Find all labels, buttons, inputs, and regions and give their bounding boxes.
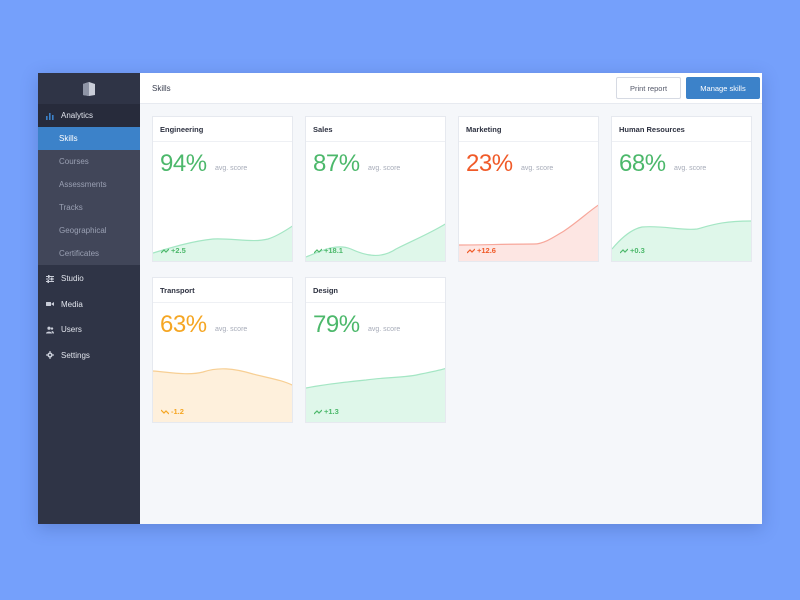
sparkline-chart <box>459 204 598 261</box>
sidebar-item-certificates[interactable]: Certificates <box>59 249 100 258</box>
sparkline-area <box>459 205 598 261</box>
trend-up-icon <box>161 248 169 253</box>
score-delta-value: +1.3 <box>324 407 339 416</box>
sparkline-chart <box>153 368 292 422</box>
sparkline-line <box>153 225 292 254</box>
trend-up-icon <box>314 409 322 414</box>
skill-score: 87% <box>313 150 360 177</box>
bar-chart-icon <box>45 111 55 121</box>
nav-analytics[interactable]: Analytics <box>38 104 140 127</box>
avg-score-label: avg. score <box>521 165 554 172</box>
sparkline-chart <box>153 225 292 261</box>
nav-settings[interactable]: Settings <box>38 343 140 369</box>
score-delta: -1.2 <box>161 407 184 416</box>
sparkline-line <box>612 220 751 250</box>
app-window: Analytics Skills Courses Assessments Tra… <box>38 73 762 524</box>
avg-score-label: avg. score <box>215 326 248 333</box>
sidebar-item-courses[interactable]: Courses <box>59 157 89 166</box>
sparkline-area <box>153 368 292 422</box>
skill-score: 68% <box>619 150 666 177</box>
skill-score: 23% <box>466 150 513 177</box>
nav-users-label: Users <box>61 325 82 335</box>
skill-card-title: Engineering <box>153 117 292 142</box>
print-report-button[interactable]: Print report <box>616 77 681 99</box>
avg-score-label: avg. score <box>368 326 401 333</box>
avg-score-label: avg. score <box>368 165 401 172</box>
logo[interactable] <box>38 73 140 104</box>
skill-card-title: Transport <box>153 278 292 303</box>
nav-users[interactable]: Users <box>38 317 140 343</box>
score-delta: +1.3 <box>314 407 339 416</box>
nav-analytics-label: Analytics <box>61 111 94 120</box>
analytics-submenu: Skills Courses Assessments Tracks Geogra… <box>38 127 140 265</box>
sparkline-area <box>612 221 751 261</box>
skill-card-title: Marketing <box>459 117 598 142</box>
page-title: Skills <box>152 83 171 93</box>
avg-score-label: avg. score <box>215 165 248 172</box>
main-content: Skills Print report Manage skills Engine… <box>140 73 762 524</box>
skill-card[interactable]: Engineering 94% avg. score +2.5 <box>152 116 293 262</box>
nav-media[interactable]: Media <box>38 292 140 318</box>
score-delta-value: -1.2 <box>171 407 184 416</box>
skill-card[interactable]: Transport 63% avg. score -1.2 <box>152 277 293 423</box>
sparkline-line <box>459 204 598 246</box>
sidebar-item-geographical[interactable]: Geographical <box>59 226 107 235</box>
sparkline-area <box>306 368 445 422</box>
skill-score: 94% <box>160 150 207 177</box>
score-delta-value: +18.1 <box>324 246 343 255</box>
skill-card-title: Design <box>306 278 445 303</box>
skill-card-title: Sales <box>306 117 445 142</box>
skill-score: 79% <box>313 311 360 338</box>
nav-media-label: Media <box>61 299 83 309</box>
sparkline-line <box>306 223 445 258</box>
manage-skills-button[interactable]: Manage skills <box>686 77 760 99</box>
score-delta-value: +0.3 <box>630 246 645 255</box>
sparkline-area <box>153 226 292 261</box>
sidebar: Analytics Skills Courses Assessments Tra… <box>38 73 140 524</box>
score-delta: +12.6 <box>467 246 496 255</box>
sparkline-line <box>306 367 445 389</box>
top-bar: Skills Print report Manage skills <box>140 73 762 104</box>
score-delta: +0.3 <box>620 246 645 255</box>
nav-settings-label: Settings <box>61 350 90 360</box>
score-delta: +18.1 <box>314 246 343 255</box>
sidebar-item-tracks[interactable]: Tracks <box>59 203 83 212</box>
book-icon <box>83 81 95 96</box>
trend-up-icon <box>620 248 628 253</box>
score-delta-value: +12.6 <box>477 246 496 255</box>
skill-card[interactable]: Human Resources 68% avg. score +0.3 <box>611 116 752 262</box>
score-delta-value: +2.5 <box>171 246 186 255</box>
gear-icon <box>45 350 55 360</box>
sparkline-chart <box>612 220 751 261</box>
sidebar-item-skills[interactable]: Skills <box>38 127 140 150</box>
trend-up-icon <box>467 248 475 253</box>
sidebar-item-assessments[interactable]: Assessments <box>59 180 107 189</box>
sparkline-chart <box>306 367 445 422</box>
nav-studio[interactable]: Studio <box>38 266 140 292</box>
trend-down-icon <box>161 409 169 414</box>
sparkline-line <box>153 368 292 386</box>
skill-card[interactable]: Sales 87% avg. score +18.1 <box>305 116 446 262</box>
skill-card-title: Human Resources <box>612 117 751 142</box>
score-delta: +2.5 <box>161 246 186 255</box>
avg-score-label: avg. score <box>674 165 707 172</box>
nav-studio-label: Studio <box>61 274 84 284</box>
skill-card[interactable]: Marketing 23% avg. score +12.6 <box>458 116 599 262</box>
video-camera-icon <box>45 299 55 309</box>
sparkline-area <box>306 224 445 261</box>
sliders-icon <box>45 274 55 284</box>
users-icon <box>45 325 55 335</box>
sparkline-chart <box>306 223 445 261</box>
skill-score: 63% <box>160 311 207 338</box>
trend-up-icon <box>314 248 322 253</box>
skill-card[interactable]: Design 79% avg. score +1.3 <box>305 277 446 423</box>
